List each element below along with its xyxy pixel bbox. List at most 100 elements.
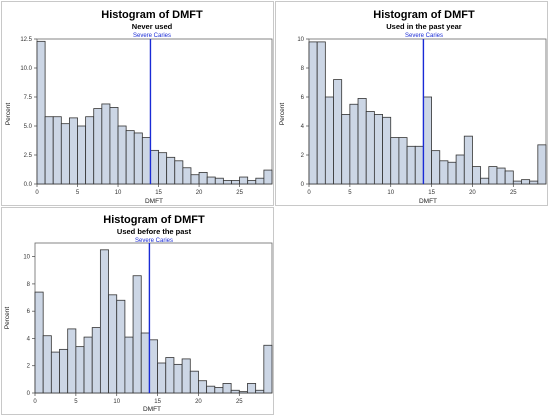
histogram-bar (189, 370, 199, 394)
chart-subtitle: Used in the past year (386, 22, 462, 31)
y-tick-label: 6 (27, 309, 31, 315)
x-axis-label: DMFT (143, 406, 161, 413)
histogram-bar (182, 167, 192, 185)
histogram-bar (239, 176, 249, 185)
histogram-bar (382, 116, 392, 185)
x-tick-label: 5 (348, 190, 352, 196)
histogram-used-before-past: Histogram of DMFT Used before the past S… (4, 214, 273, 413)
histogram-bar (125, 130, 135, 185)
y-tick-label: 12.5 (20, 37, 32, 43)
y-tick-label: 7.5 (24, 95, 33, 101)
histogram-bar (247, 383, 257, 394)
histogram-bar (439, 160, 449, 185)
histogram-bar (255, 177, 265, 185)
histogram-bar (124, 336, 134, 394)
histogram-bar (263, 344, 273, 394)
histogram-bar (42, 335, 52, 394)
histogram-bar (36, 40, 46, 185)
histogram-bar (308, 41, 318, 185)
histogram-bar (85, 116, 95, 185)
histogram-bar (373, 114, 383, 185)
histogram-bar (398, 137, 408, 185)
histogram-bar (222, 180, 232, 185)
histogram-bar (214, 177, 224, 185)
histogram-bar (480, 177, 490, 185)
histogram-bar (349, 103, 359, 185)
histogram-bar (91, 327, 101, 394)
histogram-bar (521, 179, 531, 185)
chart-title: Histogram of DMFT (101, 9, 203, 21)
y-tick-label: 2 (27, 364, 31, 370)
y-tick-label: 2 (301, 153, 305, 159)
y-tick-label: 0 (301, 182, 305, 188)
histogram-bar (69, 117, 78, 185)
histogram-bar (496, 167, 506, 185)
x-axis-label: DMFT (145, 198, 163, 205)
histogram-bar (93, 108, 103, 185)
histogram-panel-used-past-year: Histogram of DMFT Used in the past year … (275, 1, 548, 206)
y-tick-label: 8 (301, 66, 305, 72)
y-tick-label: 8 (27, 282, 31, 288)
x-tick-label: 20 (196, 190, 203, 196)
x-tick-label: 25 (236, 190, 243, 196)
histogram-bar (109, 107, 119, 185)
histogram-bar (50, 351, 60, 394)
histogram-bar (431, 150, 441, 185)
histogram-bar (390, 137, 400, 185)
x-tick-label: 20 (195, 399, 202, 405)
histogram-bar (99, 249, 109, 394)
x-tick-label: 0 (33, 399, 37, 405)
histogram-bar (117, 125, 127, 185)
y-tick-label: 4 (27, 336, 31, 342)
histogram-bar (181, 358, 191, 394)
histogram-bar (537, 144, 547, 185)
histogram-bar (116, 299, 126, 394)
histogram-used-past-year: Histogram of DMFT Used in the past year … (279, 9, 547, 205)
histogram-bar (75, 346, 85, 394)
histogram-bar (341, 114, 351, 185)
histogram-bar (206, 176, 216, 185)
y-tick-label: 5.0 (24, 124, 33, 130)
histogram-bar (333, 79, 343, 185)
histogram-bar (238, 391, 248, 394)
histogram-bar (140, 332, 150, 394)
histogram-bar (166, 156, 176, 185)
histogram-bar (504, 170, 514, 185)
y-tick-label: 2.5 (24, 153, 33, 159)
histogram-bar (423, 96, 432, 185)
histogram-bar (447, 161, 457, 185)
x-tick-label: 25 (510, 190, 517, 196)
histogram-bar (150, 149, 159, 185)
histogram-bar (463, 135, 473, 185)
reference-line-label: Severe Caries (135, 238, 173, 244)
chart-subtitle: Used before the past (117, 227, 192, 236)
histogram-bar (173, 363, 183, 394)
histogram-bar (60, 123, 70, 185)
histogram-bar (406, 145, 416, 185)
histogram-bar (365, 111, 375, 185)
x-tick-label: 20 (469, 190, 476, 196)
reference-line-label: Severe Caries (133, 33, 171, 39)
x-tick-label: 0 (307, 190, 311, 196)
y-tick-label: 10 (297, 37, 304, 43)
histogram-bar (158, 152, 168, 185)
histogram-bar (247, 180, 257, 185)
y-tick-label: 0.0 (24, 182, 33, 188)
histogram-bar (357, 98, 367, 185)
y-tick-label: 6 (301, 95, 305, 101)
x-tick-label: 10 (387, 190, 394, 196)
x-tick-label: 10 (115, 190, 122, 196)
histogram-bar (67, 328, 77, 394)
y-tick-label: 4 (301, 124, 305, 130)
histogram-bar (149, 339, 158, 394)
histogram-bar (165, 357, 175, 394)
histogram-bar (190, 174, 200, 185)
histogram-bar (263, 169, 273, 185)
x-tick-label: 10 (113, 399, 120, 405)
histogram-bar (529, 180, 539, 185)
x-tick-label: 15 (155, 190, 162, 196)
histogram-bar (316, 41, 326, 185)
histogram-bar (77, 125, 87, 185)
histogram-bar (83, 336, 93, 394)
